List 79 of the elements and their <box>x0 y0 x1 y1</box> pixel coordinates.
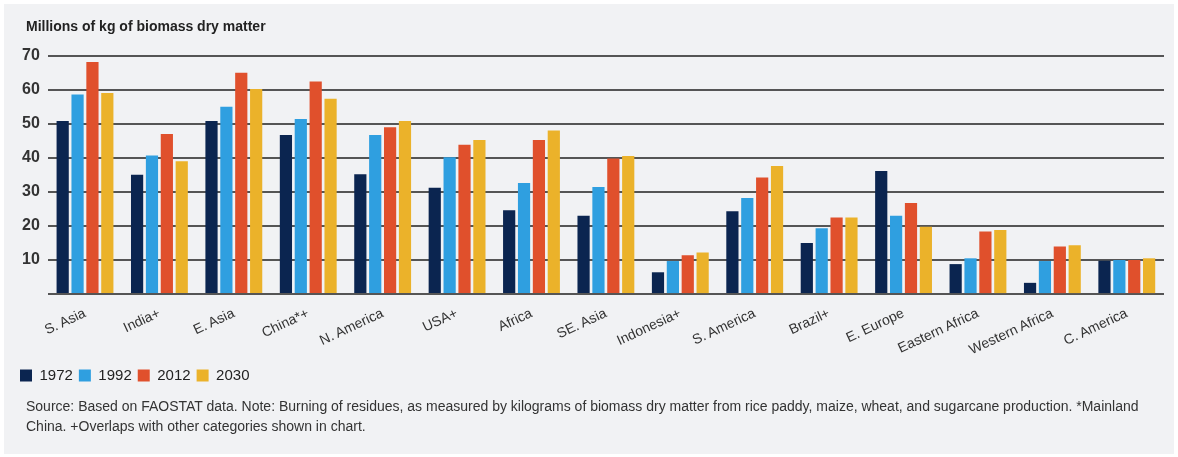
bar <box>220 106 233 294</box>
x-tick-label: USA+ <box>419 304 460 335</box>
bar <box>949 264 962 294</box>
bar <box>503 210 516 294</box>
bar <box>1068 245 1081 294</box>
x-tick-label: India+ <box>120 304 163 336</box>
bar <box>681 255 694 294</box>
y-axis-title: Millions of kg of biomass dry matter <box>26 18 266 34</box>
bar <box>1023 282 1037 294</box>
bar <box>577 215 590 294</box>
y-tick-label: 70 <box>22 46 40 64</box>
y-tick-label: 10 <box>22 250 40 268</box>
bar <box>235 72 248 294</box>
bar <box>1038 261 1052 294</box>
bar <box>651 272 665 294</box>
bar <box>607 158 620 294</box>
bar <box>160 133 173 294</box>
y-tick-label: 60 <box>22 80 40 98</box>
bar <box>398 121 412 294</box>
bar <box>800 242 813 294</box>
bar <box>532 140 546 294</box>
y-tick-label: 20 <box>22 216 40 234</box>
bar <box>770 165 784 294</box>
bar <box>994 230 1007 294</box>
bar <box>830 217 843 294</box>
bar <box>622 156 635 294</box>
bar <box>547 130 560 294</box>
bar <box>1143 258 1156 294</box>
bar <box>279 134 293 294</box>
bar <box>130 174 144 294</box>
bar <box>384 127 397 294</box>
y-tick-label: 50 <box>22 114 40 132</box>
bar <box>309 81 322 294</box>
legend-label: 1992 <box>98 365 132 383</box>
y-tick-label: 30 <box>22 182 40 200</box>
bar <box>741 198 754 294</box>
bar <box>175 161 188 294</box>
bar <box>919 226 932 294</box>
x-tick-label: SE. Asia <box>554 304 609 342</box>
bar <box>1128 260 1141 294</box>
bar <box>71 94 84 294</box>
bar <box>592 187 605 294</box>
bar <box>517 183 531 294</box>
legend-label: 1972 <box>39 365 73 383</box>
bar <box>904 203 918 294</box>
bar <box>294 118 307 294</box>
bar <box>815 228 828 294</box>
bar <box>1053 246 1066 294</box>
x-tick-label: Africa <box>495 304 535 335</box>
bar <box>428 187 441 294</box>
bar <box>756 177 769 294</box>
bar <box>1113 260 1126 294</box>
bar <box>666 261 679 294</box>
bar <box>890 215 903 294</box>
bar <box>1098 260 1111 294</box>
y-tick-label: 40 <box>22 148 40 166</box>
bar <box>324 98 337 294</box>
bar <box>726 211 739 294</box>
bar <box>145 155 159 294</box>
bar <box>964 258 977 294</box>
source-note: Source: Based on FAOSTAT data. Note: Burning of residues, as measured by kilograms of biomass dry matter from rice paddy, maize, wheat, and sugarcane production. *Mainland China. +Overlaps with other categories shown in chart. <box>26 397 1140 436</box>
bar <box>56 121 69 294</box>
bar <box>443 157 456 294</box>
bar <box>979 231 992 294</box>
bar <box>696 252 709 294</box>
bar <box>458 144 471 294</box>
bar <box>86 62 99 294</box>
bar <box>845 217 858 294</box>
bar <box>369 134 382 294</box>
x-tick-label: E. Asia <box>190 304 237 338</box>
bar <box>473 140 486 294</box>
x-tick-label: S. Asia <box>41 304 89 338</box>
bar <box>875 171 888 294</box>
legend-label: 2012 <box>157 365 191 383</box>
legend-label: 2030 <box>216 365 250 383</box>
bar <box>354 174 367 294</box>
bar <box>250 88 263 294</box>
bar <box>205 121 218 294</box>
bar <box>101 93 114 294</box>
